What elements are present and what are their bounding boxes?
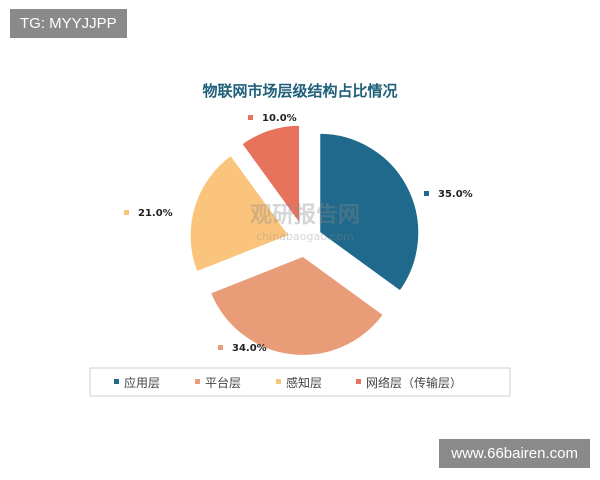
watermark-bottom: www.66bairen.com: [439, 439, 590, 468]
chart-watermark-url: chinabaogao.com: [256, 230, 354, 243]
chart-watermark-logo: 观研报告网: [250, 203, 360, 228]
legend-marker: [195, 379, 200, 384]
legend-entry: 应用层: [124, 375, 160, 390]
watermark-top: TG: MYYJJPP: [10, 9, 127, 38]
legend-entry: 平台层: [205, 375, 241, 390]
legend-entry: 网络层（传输层）: [366, 375, 462, 390]
legend-entry: 感知层: [286, 375, 322, 390]
data-label: 34.0%: [232, 343, 267, 354]
pie-slice-2: [208, 254, 386, 357]
data-label-marker: [124, 210, 129, 215]
data-label-marker: [218, 345, 223, 350]
legend-marker: [276, 379, 281, 384]
data-label: 10.0%: [262, 113, 297, 124]
legend-marker: [356, 379, 361, 384]
data-label-marker: [248, 115, 253, 120]
legend-marker: [114, 379, 119, 384]
pie-slice-4: [239, 123, 302, 228]
pie-slice-3: [188, 153, 292, 274]
data-label: 21.0%: [138, 208, 173, 219]
data-label: 35.0%: [438, 189, 473, 200]
pie-slice-1: [318, 131, 421, 293]
data-label-marker: [424, 191, 429, 196]
legend-box: [89, 367, 511, 397]
chart-title: 物联网市场层级结构占比情况: [202, 82, 397, 100]
